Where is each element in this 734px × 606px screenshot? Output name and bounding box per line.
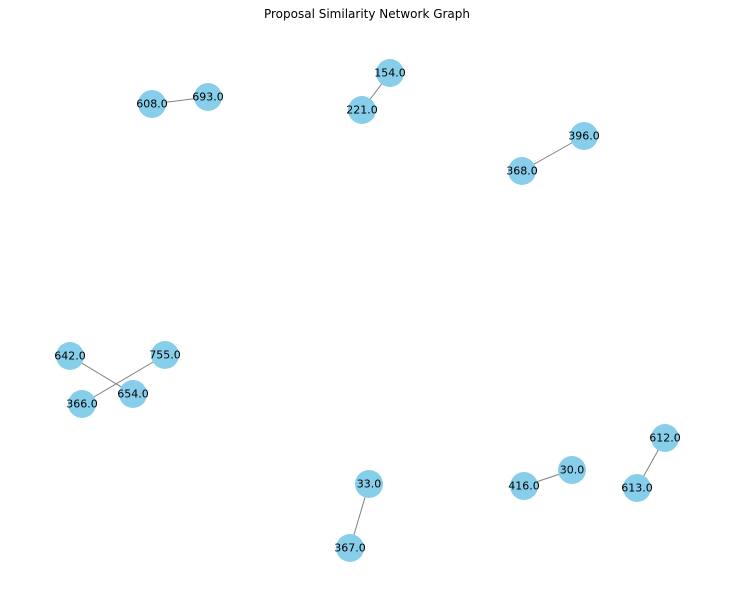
node-label: 367.0 — [334, 542, 366, 555]
node-circle — [558, 456, 586, 484]
node-circle — [336, 534, 364, 562]
node-154: 154.0 — [374, 59, 406, 87]
node-circle — [376, 59, 404, 87]
node-30: 30.0 — [558, 456, 586, 484]
node-367: 367.0 — [334, 534, 366, 562]
node-693: 693.0 — [192, 83, 224, 111]
edge-755-366 — [81, 354, 166, 405]
node-612: 612.0 — [649, 424, 681, 452]
node-221: 221.0 — [346, 96, 378, 124]
node-label: 612.0 — [649, 432, 681, 445]
node-366: 366.0 — [66, 390, 98, 418]
node-label: 33.0 — [357, 478, 382, 491]
node-label: 30.0 — [560, 464, 585, 477]
node-circle — [355, 470, 383, 498]
node-label: 642.0 — [54, 350, 86, 363]
node-608: 608.0 — [136, 90, 168, 118]
node-368: 368.0 — [506, 157, 538, 185]
node-label: 366.0 — [66, 398, 98, 411]
node-circle — [138, 90, 166, 118]
node-circle — [194, 83, 222, 111]
graph-title: Proposal Similarity Network Graph — [263, 7, 471, 21]
node-circle — [68, 390, 96, 418]
node-755: 755.0 — [149, 341, 181, 369]
node-label: 396.0 — [568, 130, 600, 143]
node-label: 368.0 — [506, 165, 538, 178]
node-642: 642.0 — [54, 342, 86, 370]
node-circle — [119, 380, 147, 408]
node-label: 693.0 — [192, 91, 224, 104]
node-label: 416.0 — [508, 480, 540, 493]
node-circle — [348, 96, 376, 124]
node-396: 396.0 — [568, 122, 600, 150]
node-circle — [623, 474, 651, 502]
node-613: 613.0 — [621, 474, 653, 502]
node-circle — [570, 122, 598, 150]
node-label: 154.0 — [374, 67, 406, 80]
node-label: 755.0 — [149, 349, 181, 362]
node-416: 416.0 — [508, 472, 540, 500]
node-label: 613.0 — [621, 482, 653, 495]
node-circle — [651, 424, 679, 452]
node-33: 33.0 — [355, 470, 383, 498]
node-circle — [56, 342, 84, 370]
node-circle — [151, 341, 179, 369]
node-label: 221.0 — [346, 104, 378, 117]
node-654: 654.0 — [117, 380, 149, 408]
node-label: 608.0 — [136, 98, 168, 111]
node-circle — [510, 472, 538, 500]
nodes-layer: 608.0 693.0 154.0 221.0 396.0 368.0 642.0 755.0… — [54, 59, 681, 562]
node-label: 654.0 — [117, 388, 149, 401]
node-circle — [508, 157, 536, 185]
